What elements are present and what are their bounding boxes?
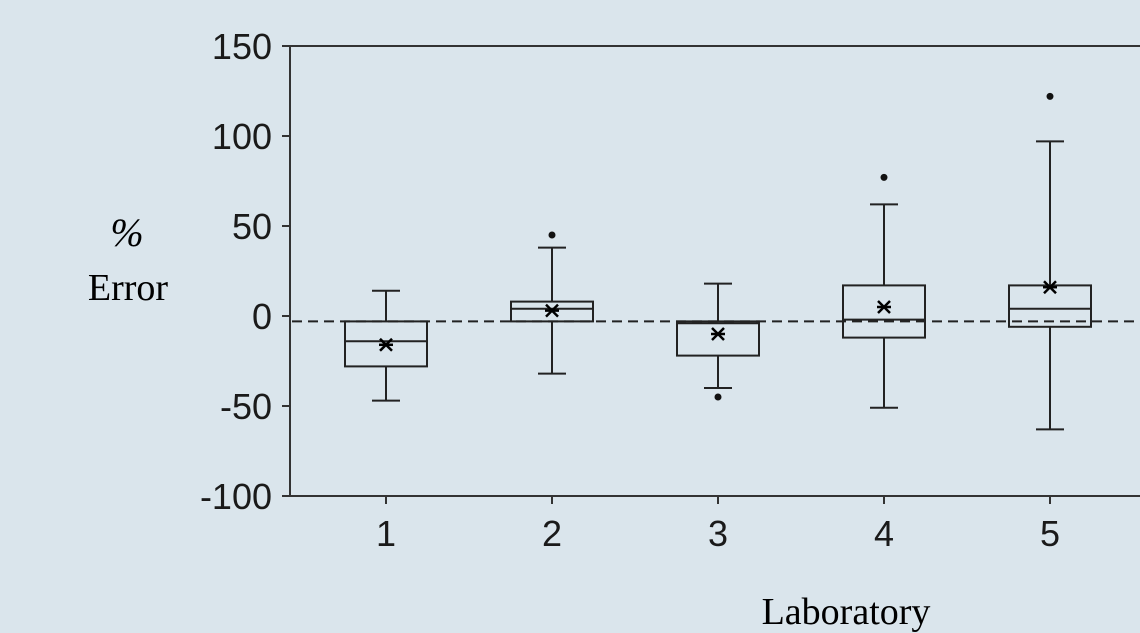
box-4 bbox=[842, 173, 926, 409]
box-3 bbox=[676, 282, 760, 401]
y-tick-label: -50 bbox=[220, 386, 272, 427]
y-axis-label-symbol: % bbox=[110, 210, 143, 255]
iqr-box bbox=[676, 320, 760, 357]
x-axis-label: Laboratory bbox=[762, 591, 931, 633]
y-tick-label: -100 bbox=[200, 476, 272, 517]
x-tick-label: 2 bbox=[542, 513, 562, 554]
iqr-box bbox=[344, 320, 428, 368]
axes: 150 100 50 0 -50 -100 1 2 3 4 5 bbox=[200, 26, 1140, 554]
outlier-point bbox=[1046, 92, 1054, 100]
x-tick-label: 3 bbox=[708, 513, 728, 554]
y-tick-label: 50 bbox=[232, 206, 272, 247]
outlier-point bbox=[714, 393, 722, 401]
box-5 bbox=[1008, 92, 1092, 431]
iqr-box bbox=[510, 300, 594, 323]
box-2 bbox=[510, 231, 594, 375]
box-group bbox=[344, 92, 1092, 431]
iqr-box bbox=[842, 284, 926, 339]
x-tick-label: 4 bbox=[874, 513, 894, 554]
outlier-point bbox=[548, 231, 556, 239]
y-tick-label: 0 bbox=[252, 296, 272, 337]
box-1 bbox=[344, 289, 428, 402]
outlier-point bbox=[880, 173, 888, 181]
iqr-box bbox=[1008, 284, 1092, 328]
x-tick-label: 1 bbox=[376, 513, 396, 554]
y-axis-label: Error bbox=[88, 267, 169, 309]
y-tick-label: 100 bbox=[212, 116, 272, 157]
x-tick-label: 5 bbox=[1040, 513, 1060, 554]
y-tick-label: 150 bbox=[212, 26, 272, 67]
